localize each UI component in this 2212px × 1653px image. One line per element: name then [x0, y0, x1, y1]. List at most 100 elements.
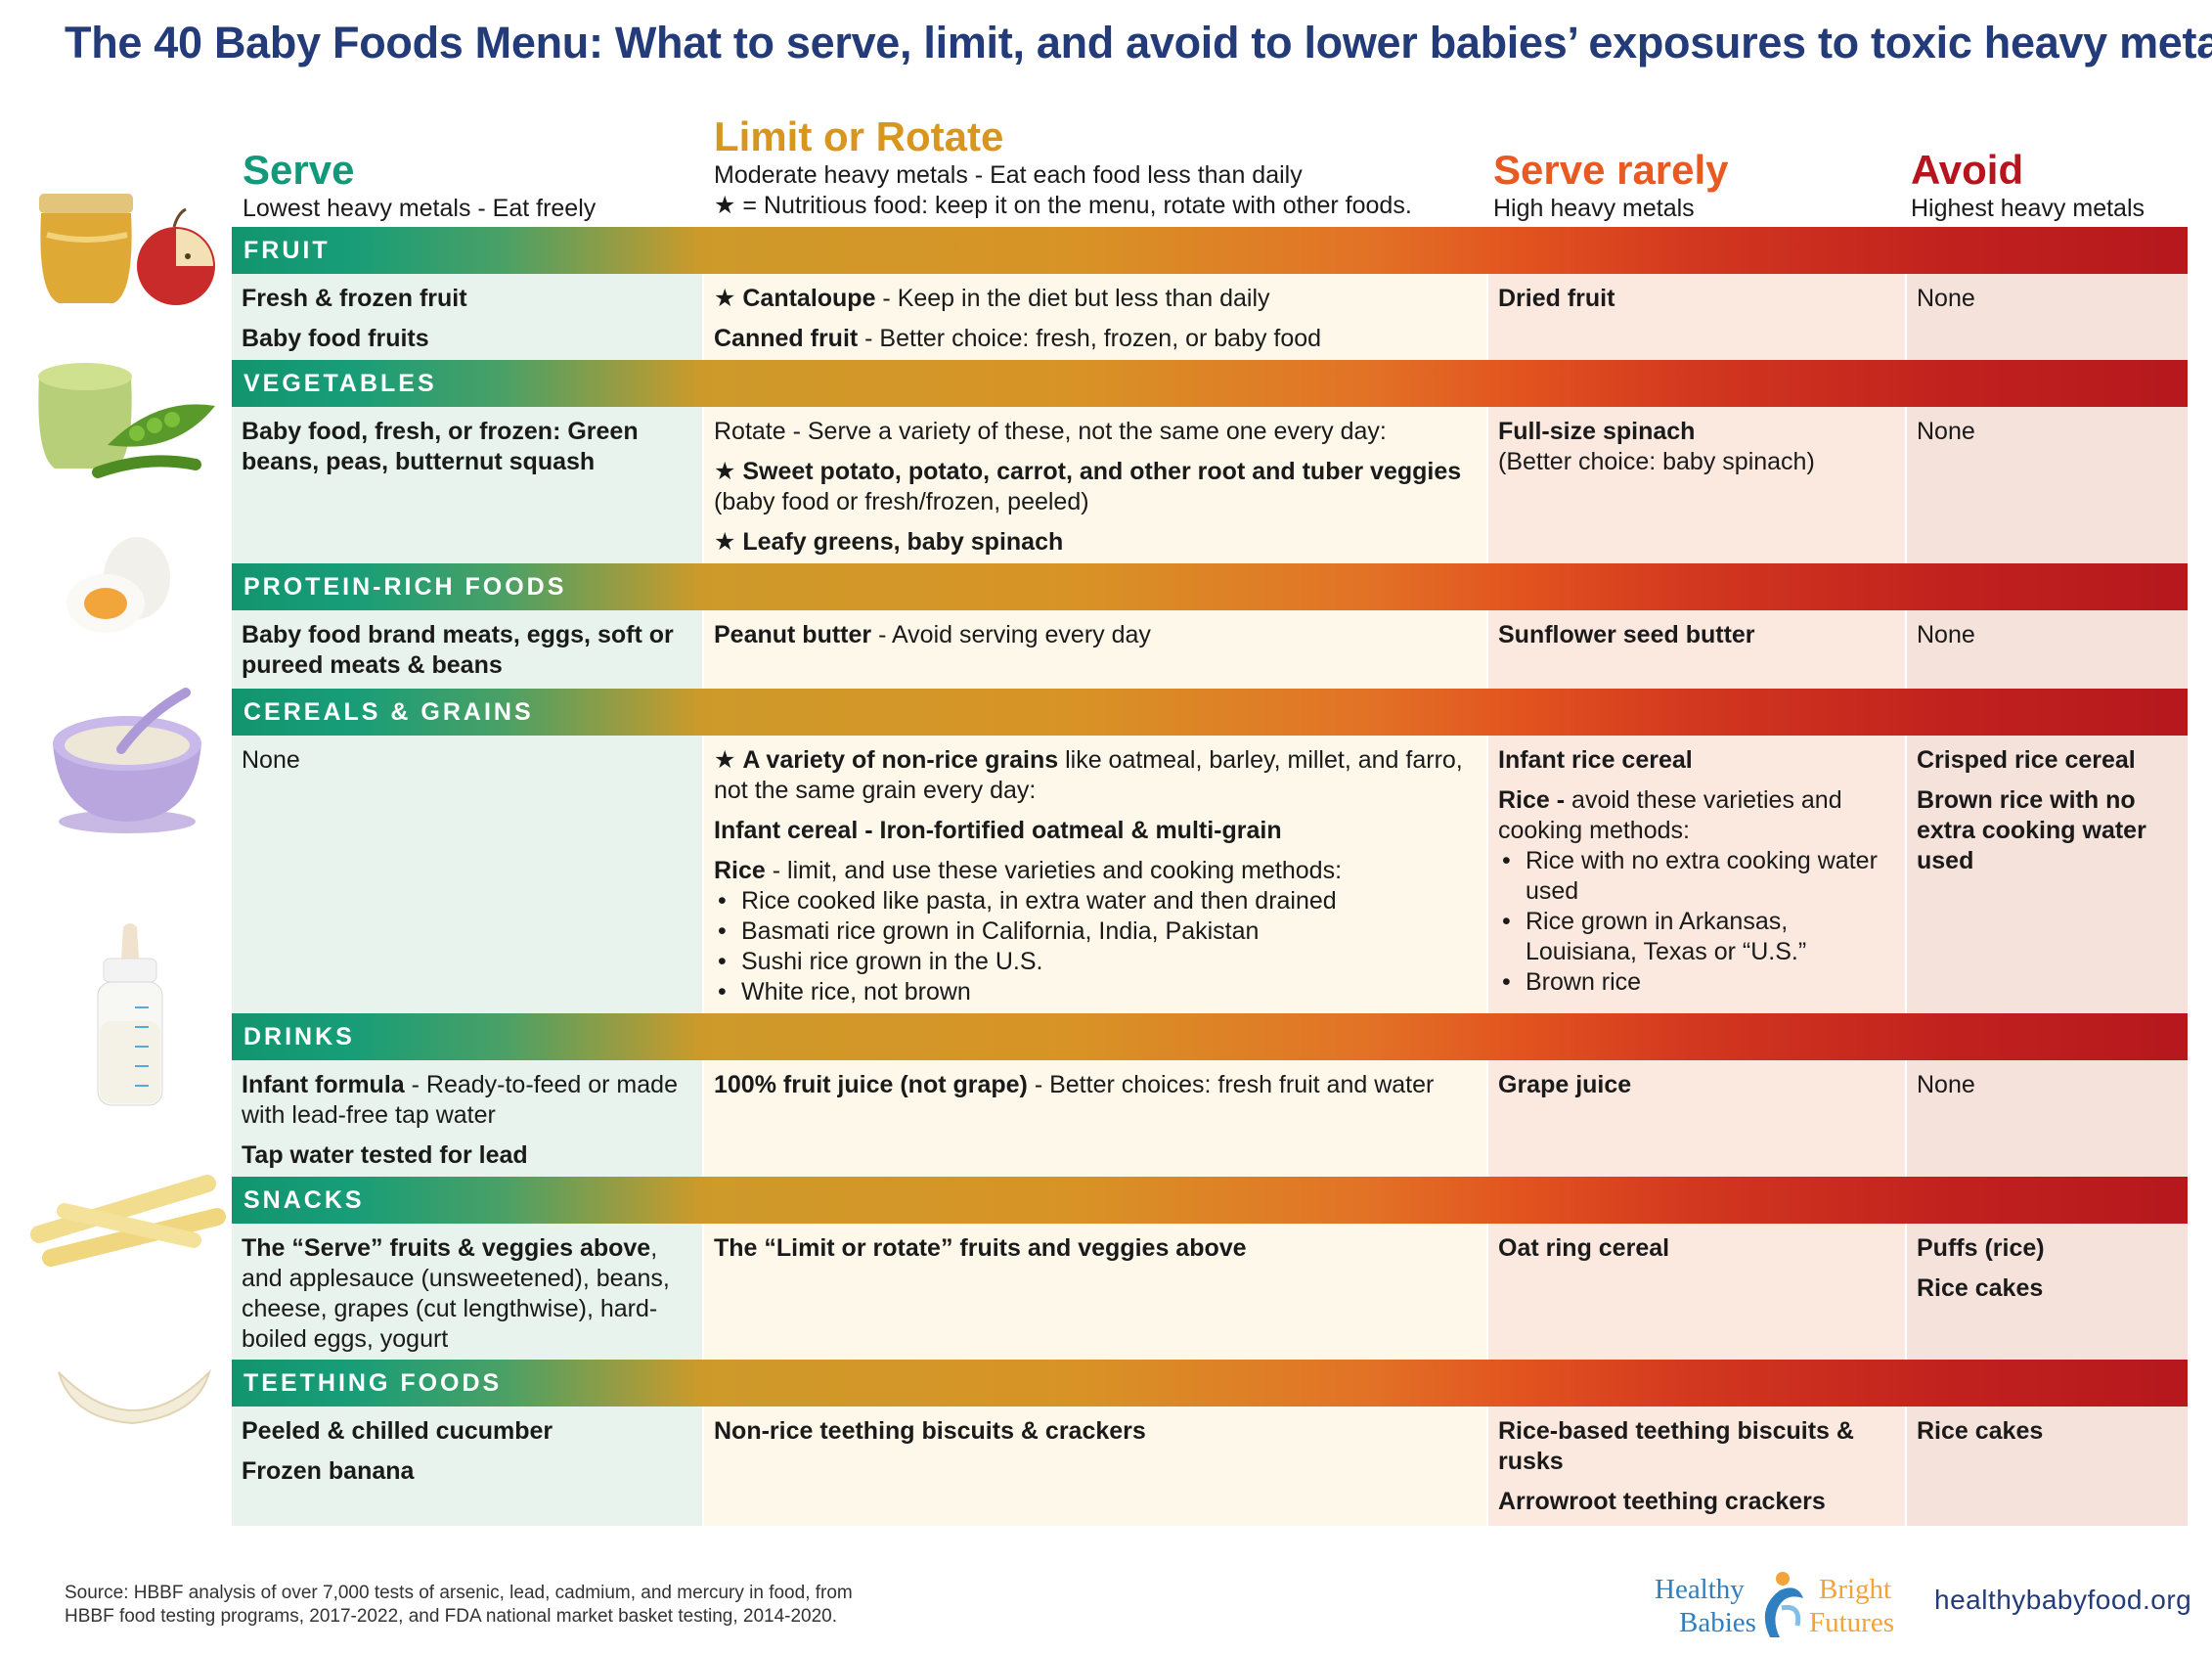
section-band-teething: TEETHING FOODS [232, 1360, 2188, 1407]
protein-rarely-item: Sunflower seed butter [1498, 621, 1755, 648]
fruit-avoid-cell: None [1905, 274, 2188, 360]
table-row-snacks: The “Serve” fruits & veggies above, and … [232, 1224, 2188, 1360]
list-item: Rice grown in Arkansas, Louisiana, Texas… [1498, 907, 1895, 967]
teething-avoid-cell: Rice cakes [1905, 1407, 2188, 1526]
vegetables-rarely-item: Full-size spinach [1498, 418, 1696, 445]
teething-serve-item: Peeled & chilled cucumber [242, 1417, 553, 1445]
limit-heading: Limit or Rotate [714, 113, 1004, 159]
teething-limit-item: Non-rice teething biscuits & crackers [714, 1417, 1146, 1445]
item-label: Rice [714, 857, 766, 884]
cereals-rarely-item: Infant rice cereal [1498, 746, 1693, 774]
section-band-drinks: DRINKS [232, 1013, 2188, 1060]
source-line: HBBF food testing programs, 2017-2022, a… [65, 1606, 838, 1627]
food-menu-table: FRUIT Fresh & frozen fruit Baby food fru… [232, 227, 2188, 1526]
drinks-serve-item: Infant formula - Ready-to-feed or made w… [242, 1070, 692, 1131]
vegetables-rarely-note: (Better choice: baby spinach) [1498, 448, 1815, 475]
drinks-limit-item: 100% fruit juice (not grape) - Better ch… [714, 1070, 1477, 1100]
item-note: - limit, and use these varieties and coo… [765, 857, 1343, 884]
vegetables-avoid-item: None [1917, 418, 1975, 445]
teething-limit-cell: Non-rice teething biscuits & crackers [702, 1407, 1486, 1526]
cereals-serve-item: None [242, 746, 300, 774]
star-item-label: Sweet potato, potato, carrot, and other … [714, 458, 1461, 485]
cereals-limit-item: Rice - limit, and use these varieties an… [714, 856, 1477, 886]
serve-subheading: Lowest heavy metals - Eat freely [243, 195, 597, 222]
snacks-serve-item: The “Serve” fruits & veggies above, and … [242, 1233, 692, 1355]
table-row-vegetables: Baby food, fresh, or frozen: Green beans… [232, 407, 2188, 563]
cereals-rarely-cell: Infant rice cereal Rice - avoid these va… [1486, 736, 1905, 1013]
protein-serve-cell: Baby food brand meats, eggs, soft or pur… [232, 610, 702, 689]
teething-rarely-item: Arrowroot teething crackers [1498, 1488, 1826, 1515]
cereals-avoid-item: Brown rice with no extra cooking water u… [1917, 786, 2146, 874]
teething-avoid-item: Rice cakes [1917, 1417, 2044, 1445]
vegetables-rarely-cell: Full-size spinach (Better choice: baby s… [1486, 407, 1905, 563]
protein-avoid-cell: None [1905, 610, 2188, 689]
item-label: Canned fruit [714, 325, 859, 352]
cereals-limit-rice-list: Rice cooked like pasta, in extra water a… [714, 886, 1477, 1007]
item-note: - Better choice: fresh, frozen, or baby … [858, 325, 1322, 352]
item-note: like oatmeal, barley, millet, and farro,… [714, 746, 1463, 804]
logo-text-bright: Bright [1819, 1574, 1891, 1605]
column-header-limit: Limit or Rotate Moderate heavy metals - … [714, 113, 1412, 221]
item-note: - Avoid serving every day [871, 621, 1151, 648]
star-item-label: A variety of non-rice grains [714, 746, 1058, 774]
cereals-serve-cell: None [232, 736, 702, 1013]
boiled-egg-image [66, 537, 170, 633]
section-band-snacks: SNACKS [232, 1177, 2188, 1224]
source-note: Source: HBBF analysis of over 7,000 test… [65, 1582, 853, 1629]
drinks-serve-cell: Infant formula - Ready-to-feed or made w… [232, 1060, 702, 1177]
column-header-serve: Serve Lowest heavy metals - Eat freely [243, 147, 596, 224]
rarely-heading: Serve rarely [1493, 147, 1729, 193]
drinks-rarely-item: Grape juice [1498, 1071, 1632, 1098]
logo-figure-icon [1764, 1572, 1803, 1637]
list-item: White rice, not brown [714, 977, 1477, 1007]
website-link[interactable]: healthybabyfood.org [1934, 1585, 2192, 1615]
table-row-teething: Peeled & chilled cucumber Frozen banana … [232, 1407, 2188, 1526]
logo-text-babies: Babies [1679, 1607, 1756, 1638]
drinks-rarely-cell: Grape juice [1486, 1060, 1905, 1177]
item-note: - Ready-to-feed or made with lead-free t… [242, 1071, 678, 1129]
snacks-rarely-item: Oat ring cereal [1498, 1234, 1670, 1262]
fruit-rarely-item: Dried fruit [1498, 285, 1615, 312]
pea-puree-image [38, 363, 215, 478]
page-title: The 40 Baby Foods Menu: What to serve, l… [65, 18, 2212, 67]
item-note: (baby food or fresh/frozen, peeled) [714, 488, 1089, 515]
list-item: Basmati rice grown in California, India,… [714, 916, 1477, 947]
fruit-limit-cell: Cantaloupe - Keep in the diet but less t… [702, 274, 1486, 360]
drinks-avoid-item: None [1917, 1071, 1975, 1098]
list-item: Sushi rice grown in the U.S. [714, 947, 1477, 977]
cereals-rarely-item: Rice - avoid these varieties and cooking… [1498, 785, 1895, 846]
fruit-rarely-cell: Dried fruit [1486, 274, 1905, 360]
list-item: Rice cooked like pasta, in extra water a… [714, 886, 1477, 916]
avoid-heading: Avoid [1911, 147, 2024, 193]
snacks-rarely-cell: Oat ring cereal [1486, 1224, 1905, 1360]
baby-food-jar-apple-image [39, 194, 215, 305]
item-label: The “Serve” fruits & veggies above [242, 1234, 651, 1262]
fruit-limit-item: Canned fruit - Better choice: fresh, fro… [714, 324, 1477, 354]
table-row-drinks: Infant formula - Ready-to-feed or made w… [232, 1060, 2188, 1177]
fruit-serve-item: Fresh & frozen fruit [242, 285, 467, 312]
snacks-avoid-cell: Puffs (rice) Rice cakes [1905, 1224, 2188, 1360]
item-label: Rice - [1498, 786, 1566, 814]
logo-text-healthy: Healthy [1655, 1574, 1745, 1605]
star-item-label: Leafy greens, baby spinach [714, 528, 1063, 556]
teething-serve-item: Frozen banana [242, 1457, 415, 1485]
list-item: Brown rice [1498, 967, 1895, 998]
source-line: Source: HBBF analysis of over 7,000 test… [65, 1583, 853, 1603]
cereals-limit-item: Infant cereal - Iron-fortified oatmeal &… [714, 817, 1282, 844]
table-row-fruit: Fresh & frozen fruit Baby food fruits Ca… [232, 274, 2188, 360]
section-band-vegetables: VEGETABLES [232, 360, 2188, 407]
teething-rarely-item: Rice-based teething biscuits & rusks [1498, 1417, 1854, 1475]
hbbf-logo: Healthy Babies Bright Futures [1655, 1572, 1894, 1638]
section-band-cereals: CEREALS & GRAINS [232, 689, 2188, 736]
star-item-label: Cantaloupe [714, 285, 875, 312]
vegetables-limit-cell: Rotate - Serve a variety of these, not t… [702, 407, 1486, 563]
vegetables-limit-item: Leafy greens, baby spinach [714, 527, 1477, 558]
drinks-avoid-cell: None [1905, 1060, 2188, 1177]
cheese-sticks-image [30, 1175, 226, 1267]
list-item: Rice with no extra cooking water used [1498, 846, 1895, 907]
drinks-limit-cell: 100% fruit juice (not grape) - Better ch… [702, 1060, 1486, 1177]
column-header-rarely: Serve rarely High heavy metals [1493, 147, 1729, 224]
protein-avoid-item: None [1917, 621, 1975, 648]
cereals-rarely-rice-list: Rice with no extra cooking water used Ri… [1498, 846, 1895, 998]
protein-limit-cell: Peanut butter - Avoid serving every day [702, 610, 1486, 689]
